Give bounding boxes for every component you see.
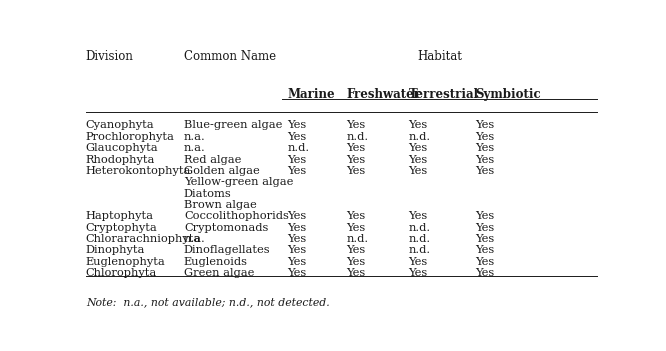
Text: Yes: Yes [408,154,428,165]
Text: Yes: Yes [346,257,366,267]
Text: Glaucophyta: Glaucophyta [86,143,159,153]
Text: Chlorarachniophyta: Chlorarachniophyta [86,234,201,244]
Text: Yes: Yes [408,120,428,131]
Text: n.a.: n.a. [184,132,206,142]
Text: Yes: Yes [287,245,306,256]
Text: Blue-green algae: Blue-green algae [184,120,282,131]
Text: n.d.: n.d. [346,132,368,142]
Text: Heterokontophyta: Heterokontophyta [86,166,191,176]
Text: Yes: Yes [346,154,366,165]
Text: Diatoms: Diatoms [184,188,232,199]
Text: Division: Division [86,50,134,63]
Text: Marine: Marine [287,88,335,101]
Text: Yes: Yes [408,143,428,153]
Text: Euglenophyta: Euglenophyta [86,257,166,267]
Text: Yes: Yes [476,143,495,153]
Text: Yes: Yes [287,211,306,221]
Text: Yes: Yes [346,223,366,233]
Text: Yes: Yes [476,245,495,256]
Text: n.a.: n.a. [184,143,206,153]
Text: n.d.: n.d. [346,234,368,244]
Text: n.d.: n.d. [287,143,309,153]
Text: n.d.: n.d. [408,245,430,256]
Text: Yes: Yes [476,257,495,267]
Text: Symbiotic: Symbiotic [476,88,541,101]
Text: Common Name: Common Name [184,50,276,63]
Text: Dinophyta: Dinophyta [86,245,145,256]
Text: Yes: Yes [287,257,306,267]
Text: Yes: Yes [346,166,366,176]
Text: n.d.: n.d. [408,132,430,142]
Text: Brown algae: Brown algae [184,200,256,210]
Text: Yes: Yes [287,120,306,131]
Text: Yes: Yes [476,120,495,131]
Text: Yes: Yes [476,234,495,244]
Text: Habitat: Habitat [417,50,462,63]
Text: Yes: Yes [287,166,306,176]
Text: Cryptophyta: Cryptophyta [86,223,158,233]
Text: Yes: Yes [346,120,366,131]
Text: Yes: Yes [287,268,306,278]
Text: Yes: Yes [408,166,428,176]
Text: Yes: Yes [287,132,306,142]
Text: Haptophyta: Haptophyta [86,211,154,221]
Text: Coccolithophorids: Coccolithophorids [184,211,289,221]
Text: Euglenoids: Euglenoids [184,257,248,267]
Text: Yes: Yes [476,211,495,221]
Text: Prochlorophyta: Prochlorophyta [86,132,174,142]
Text: Yes: Yes [346,143,366,153]
Text: Chlorophyta: Chlorophyta [86,268,157,278]
Text: Cyanophyta: Cyanophyta [86,120,155,131]
Text: Yes: Yes [408,268,428,278]
Text: Terrestrial: Terrestrial [408,88,478,101]
Text: Yes: Yes [476,154,495,165]
Text: Red algae: Red algae [184,154,241,165]
Text: Yes: Yes [346,211,366,221]
Text: Green algae: Green algae [184,268,254,278]
Text: Yes: Yes [476,166,495,176]
Text: Yellow-green algae: Yellow-green algae [184,177,293,187]
Text: Dinoflagellates: Dinoflagellates [184,245,270,256]
Text: Yes: Yes [476,268,495,278]
Text: n.d.: n.d. [408,234,430,244]
Text: Rhodophyta: Rhodophyta [86,154,155,165]
Text: Yes: Yes [476,223,495,233]
Text: Yes: Yes [408,257,428,267]
Text: Note:  n.a., not available; n.d., not detected.: Note: n.a., not available; n.d., not det… [86,297,330,307]
Text: Yes: Yes [346,245,366,256]
Text: Golden algae: Golden algae [184,166,260,176]
Text: Yes: Yes [476,132,495,142]
Text: Freshwater: Freshwater [346,88,420,101]
Text: Yes: Yes [287,223,306,233]
Text: Cryptomonads: Cryptomonads [184,223,268,233]
Text: Yes: Yes [346,268,366,278]
Text: Yes: Yes [287,234,306,244]
Text: n.d.: n.d. [408,223,430,233]
Text: Yes: Yes [287,154,306,165]
Text: n.a.: n.a. [184,234,206,244]
Text: Yes: Yes [408,211,428,221]
